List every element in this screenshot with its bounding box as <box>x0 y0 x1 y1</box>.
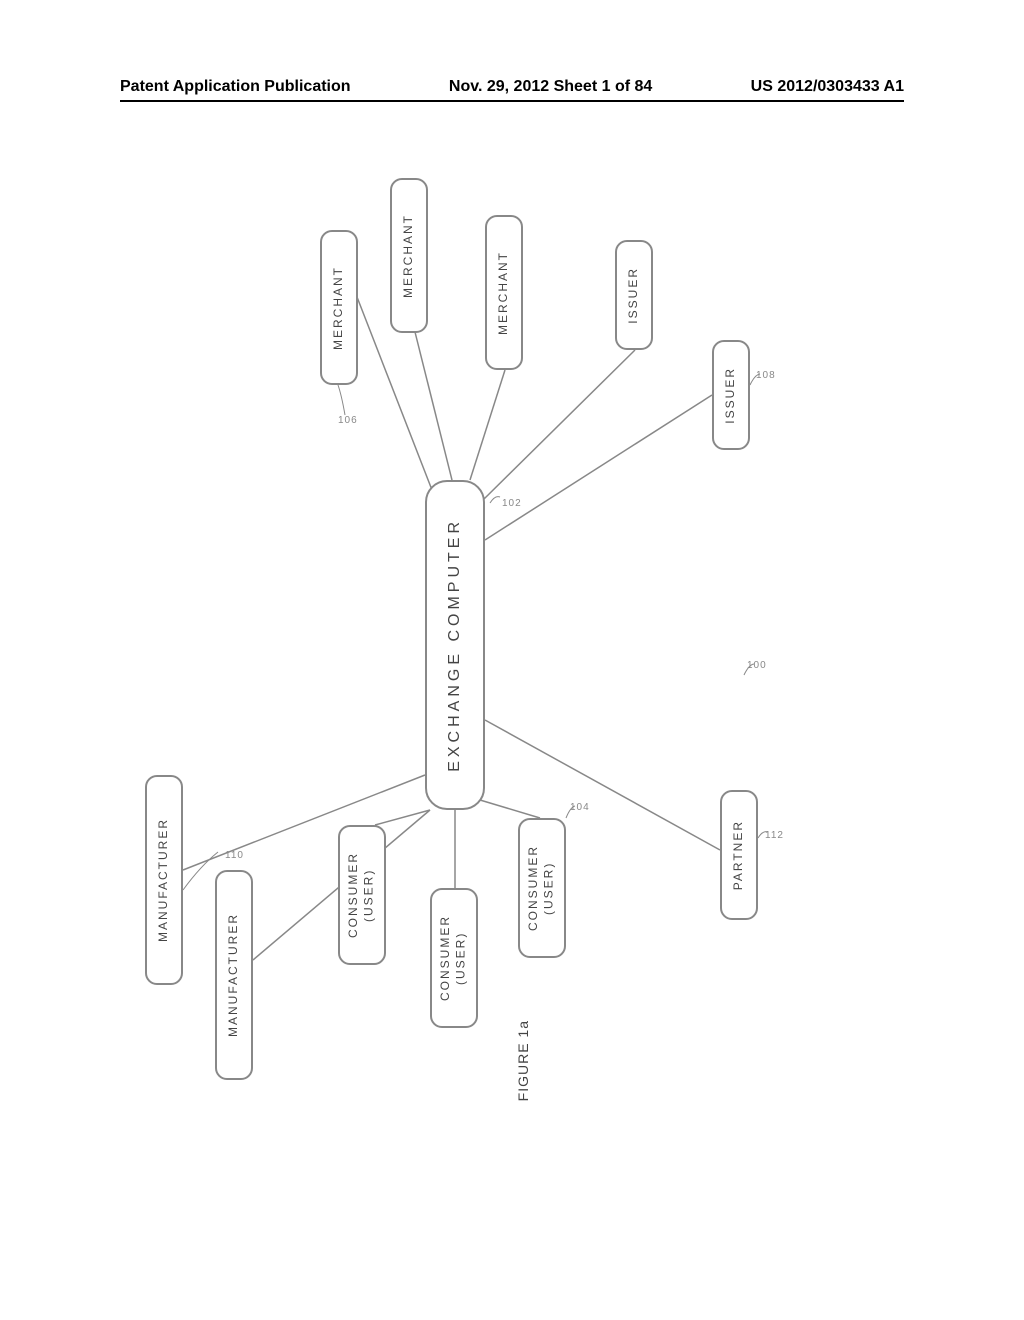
reference-label: 104 <box>570 802 590 813</box>
node-consumer-2: CONSUMER (USER) <box>430 888 478 1028</box>
node-manufacturer-2: MANUFACTURER <box>215 870 253 1080</box>
node-label: ISSUER <box>723 367 739 424</box>
header-rule <box>120 100 904 102</box>
node-label: PARTNER <box>731 820 747 890</box>
node-merchant-2: MERCHANT <box>390 178 428 333</box>
node-consumer-1: CONSUMER (USER) <box>338 825 386 965</box>
node-consumer-3: CONSUMER (USER) <box>518 818 566 958</box>
header-center: Nov. 29, 2012 Sheet 1 of 84 <box>449 78 652 96</box>
reference-label: 102 <box>502 498 522 509</box>
node-label: CONSUMER (USER) <box>438 915 469 1001</box>
edge <box>483 350 635 500</box>
node-manufacturer-1: MANUFACTURER <box>145 775 183 985</box>
reference-label: 110 <box>225 850 244 861</box>
node-label: ISSUER <box>626 267 642 324</box>
node-label: MERCHANT <box>401 214 417 298</box>
node-merchant-3: MERCHANT <box>485 215 523 370</box>
edge <box>470 370 505 480</box>
reference-label: 112 <box>765 830 784 841</box>
node-label: MERCHANT <box>496 251 512 335</box>
reference-label: 108 <box>756 370 776 381</box>
node-merchant-1: MERCHANT <box>320 230 358 385</box>
central-node: EXCHANGE COMPUTER <box>425 480 485 810</box>
edge <box>480 800 540 818</box>
node-issuer-2: ISSUER <box>712 340 750 450</box>
node-label: MANUFACTURER <box>156 818 172 942</box>
header-right: US 2012/0303433 A1 <box>751 78 904 96</box>
node-label: MANUFACTURER <box>226 913 242 1037</box>
node-label: CONSUMER (USER) <box>346 852 377 938</box>
node-label: CONSUMER (USER) <box>526 845 557 931</box>
node-issuer-1: ISSUER <box>615 240 653 350</box>
edge <box>485 395 712 540</box>
node-label: EXCHANGE COMPUTER <box>445 518 466 772</box>
header-left: Patent Application Publication <box>120 78 351 96</box>
reference-label: 106 <box>338 415 358 426</box>
node-label: MERCHANT <box>331 266 347 350</box>
patent-header: Patent Application Publication Nov. 29, … <box>0 78 1024 96</box>
edge <box>415 332 452 480</box>
edge <box>183 775 425 870</box>
node-partner: PARTNER <box>720 790 758 920</box>
reference-label: 100 <box>747 660 767 671</box>
figure-label: FIGURE 1a <box>515 1020 531 1101</box>
system-diagram: EXCHANGE COMPUTER 102 MANUFACTURER MANUFACT… <box>120 170 900 1150</box>
